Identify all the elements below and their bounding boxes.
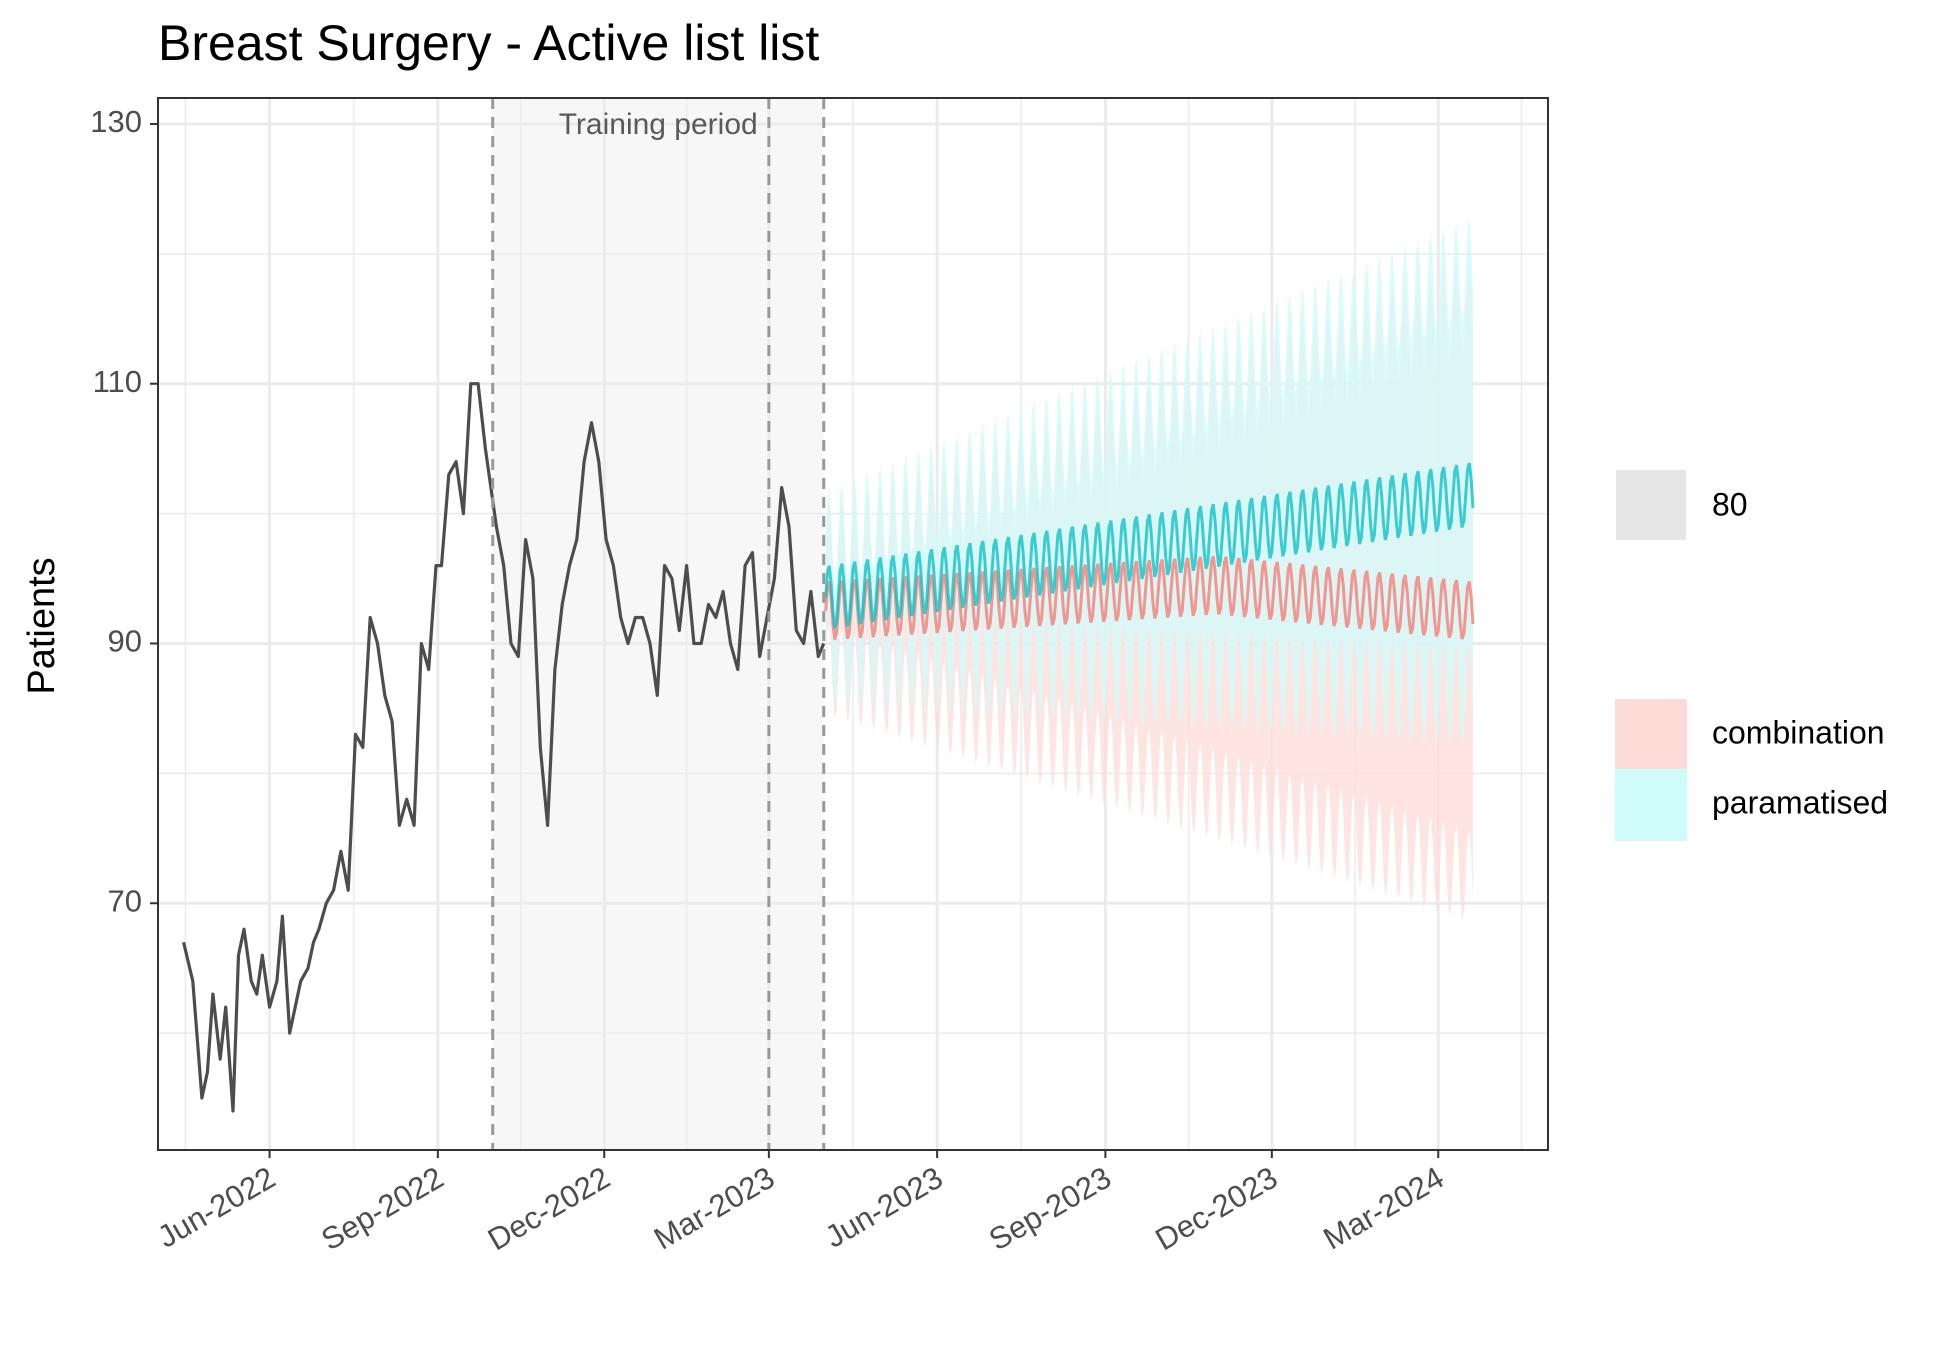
y-axis-label: Patients xyxy=(21,557,63,694)
y-tick-label: 70 xyxy=(108,883,142,918)
legend-key-level xyxy=(1616,470,1686,540)
legend-key-combination xyxy=(1615,699,1687,771)
x-tick-label: Jun-2022 xyxy=(152,1160,281,1255)
panel-border xyxy=(157,97,1549,1151)
forecast-line-combination xyxy=(824,555,1475,640)
legend-label-combination: combination xyxy=(1712,714,1885,750)
training-period-shade xyxy=(492,98,824,1150)
x-tick-label: Sep-2023 xyxy=(983,1160,1117,1258)
x-tick-label: Mar-2023 xyxy=(648,1160,780,1257)
legend-key-paramatised xyxy=(1615,769,1687,841)
plot-panel: Training period xyxy=(157,97,1549,1151)
y-axis: 70 90 110 130 xyxy=(90,104,158,918)
y-tick-label: 130 xyxy=(90,104,142,139)
legend: 80 combination paramatised xyxy=(1615,470,1888,841)
y-tick-label: 90 xyxy=(108,624,142,659)
x-tick-label: Dec-2023 xyxy=(1149,1160,1283,1258)
x-tick-label: Sep-2022 xyxy=(315,1160,449,1258)
forecast-line-paramatised xyxy=(824,462,1475,629)
x-axis: Jun-2022 Sep-2022 Dec-2022 Mar-2023 Jun-2023… xyxy=(152,1150,1450,1257)
chart-title: Breast Surgery - Active list list xyxy=(158,15,819,71)
x-tick-label: Jun-2023 xyxy=(819,1160,948,1255)
y-tick-label: 110 xyxy=(93,364,142,399)
x-tick-label: Mar-2024 xyxy=(1317,1160,1449,1257)
x-tick-label: Dec-2022 xyxy=(482,1160,616,1258)
training-period-label: Training period xyxy=(559,108,758,141)
legend-label-paramatised: paramatised xyxy=(1712,784,1888,820)
legend-level-label: 80 xyxy=(1712,486,1748,522)
